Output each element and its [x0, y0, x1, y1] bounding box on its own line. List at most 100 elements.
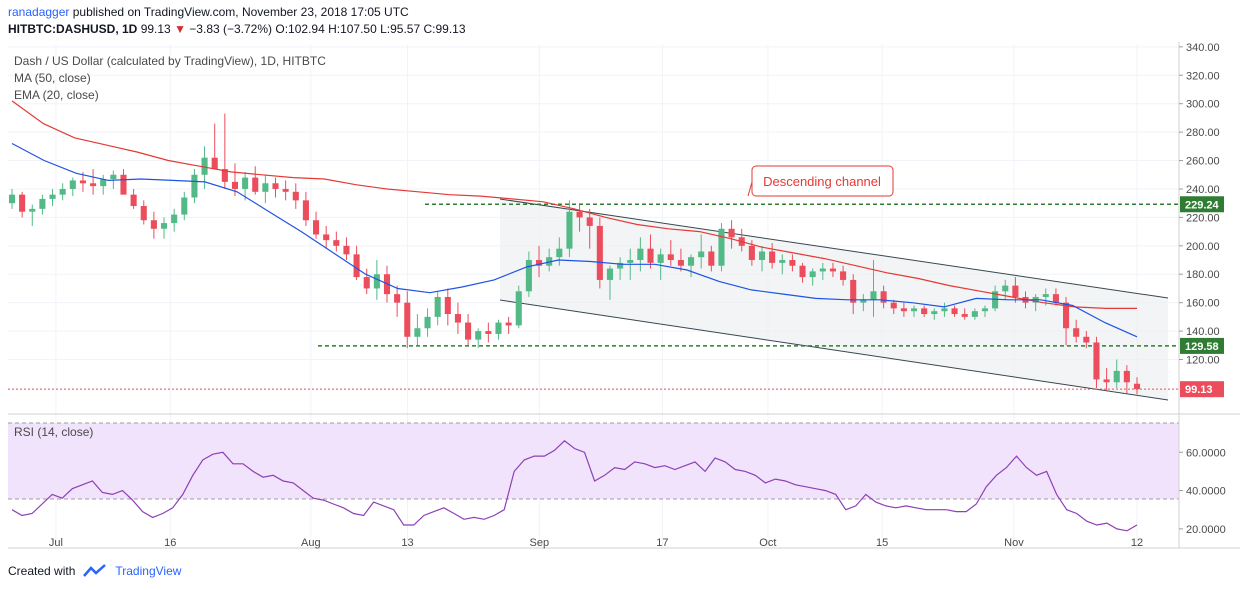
price-tick-label: 260.00 [1186, 156, 1220, 168]
candle-body [840, 271, 847, 280]
candle-body [29, 208, 36, 212]
candle-body [698, 251, 705, 258]
candle [404, 291, 411, 349]
tradingview-link[interactable]: TradingView [115, 564, 182, 578]
candle-body [1002, 285, 1009, 292]
candle [130, 188, 137, 209]
candle-body [231, 181, 239, 189]
candle [465, 314, 472, 346]
candle [19, 191, 26, 218]
candle [657, 248, 664, 280]
price-tick-label: 200.00 [1186, 241, 1220, 253]
time-axis: Jul 16 Aug 13 Sep 17 Oct 15 Nov 12 [49, 537, 1143, 549]
price-tick-label: 220.00 [1186, 212, 1220, 224]
candle-body [900, 308, 907, 312]
candle-body [809, 271, 816, 278]
candle [29, 204, 36, 226]
rsi-legend: RSI (14, close) [14, 425, 93, 439]
candle [910, 305, 918, 317]
candle [343, 237, 350, 261]
candle [1073, 319, 1080, 343]
candle [840, 265, 847, 286]
tradingview-logo-icon [83, 564, 107, 577]
candle-body [627, 260, 634, 263]
candle-body [688, 257, 695, 266]
price-chart[interactable]: Descending channel 340.00 320.00 300.00 280… [0, 38, 1240, 554]
price-tag-box [1180, 196, 1224, 213]
candle-body [951, 308, 958, 315]
time-tick-label: 17 [656, 537, 668, 549]
candle-body [221, 169, 228, 182]
candle [485, 322, 492, 343]
candle-body [120, 174, 127, 195]
candle-body [343, 245, 350, 255]
candle [586, 208, 593, 249]
created-with-label: Created with [8, 564, 76, 578]
candle [698, 234, 705, 269]
candle-body [404, 302, 411, 337]
channel-upper-line [499, 198, 1169, 299]
candle-body [850, 279, 857, 303]
candle-body [191, 174, 198, 198]
candle [353, 245, 360, 280]
candle [617, 257, 624, 280]
candle-body [708, 251, 715, 266]
candle-body [475, 331, 482, 340]
candle-body [79, 180, 86, 184]
candle [150, 211, 157, 239]
ticker-last: 99.13 [140, 22, 171, 36]
candle [69, 177, 76, 197]
price-tag-label: 99.13 [1185, 384, 1213, 396]
candle [272, 177, 279, 198]
candle [758, 245, 766, 272]
candle-body [363, 277, 370, 289]
price-tag-box [1180, 337, 1224, 354]
candle [394, 285, 401, 317]
candle [302, 191, 309, 226]
candle [535, 245, 543, 278]
candle-body [201, 157, 208, 175]
candle-body [535, 260, 543, 266]
candle-body [434, 296, 441, 317]
candle [769, 242, 776, 269]
candle-body [890, 302, 897, 309]
candle-body [323, 234, 330, 241]
ma-legend: MA (50, close) [14, 71, 91, 85]
candle-body [576, 211, 583, 218]
candle-body [931, 311, 938, 315]
ma50-line [11, 100, 1137, 309]
candle [860, 294, 867, 312]
candle-body [1113, 370, 1120, 383]
candle [566, 200, 573, 258]
candle [1012, 277, 1019, 303]
candle-body [677, 260, 684, 266]
candle-body [49, 194, 56, 199]
candle-body [910, 308, 918, 312]
candle-body [333, 240, 340, 246]
footer: Created with TradingView [8, 564, 181, 578]
time-tick-label: Sep [530, 537, 550, 549]
candle [921, 305, 928, 317]
candle-body [647, 248, 654, 263]
candle-body [211, 157, 218, 170]
rsi-tick-label: 40.0000 [1186, 486, 1226, 498]
candle-body [1012, 285, 1019, 297]
candle-body [292, 191, 299, 201]
candle [880, 285, 887, 309]
candle-body [921, 308, 928, 315]
candle-body [606, 268, 614, 280]
candle [140, 200, 147, 225]
candle [556, 237, 563, 266]
time-tick-label: 16 [164, 537, 176, 549]
candle-body [373, 274, 380, 289]
ema-legend: EMA (20, close) [14, 88, 99, 102]
rsi-axis: 60.0000 40.0000 20.0000 [1179, 447, 1226, 536]
candle-body [313, 220, 320, 235]
candle-body [242, 177, 249, 189]
price-tick-label: 140.00 [1186, 326, 1220, 338]
candle [313, 211, 320, 239]
rsi-tick-label: 60.0000 [1186, 447, 1226, 459]
candle [1123, 365, 1130, 394]
author-link[interactable]: ranadagger [8, 5, 70, 19]
time-tick-label: 12 [1131, 537, 1143, 549]
